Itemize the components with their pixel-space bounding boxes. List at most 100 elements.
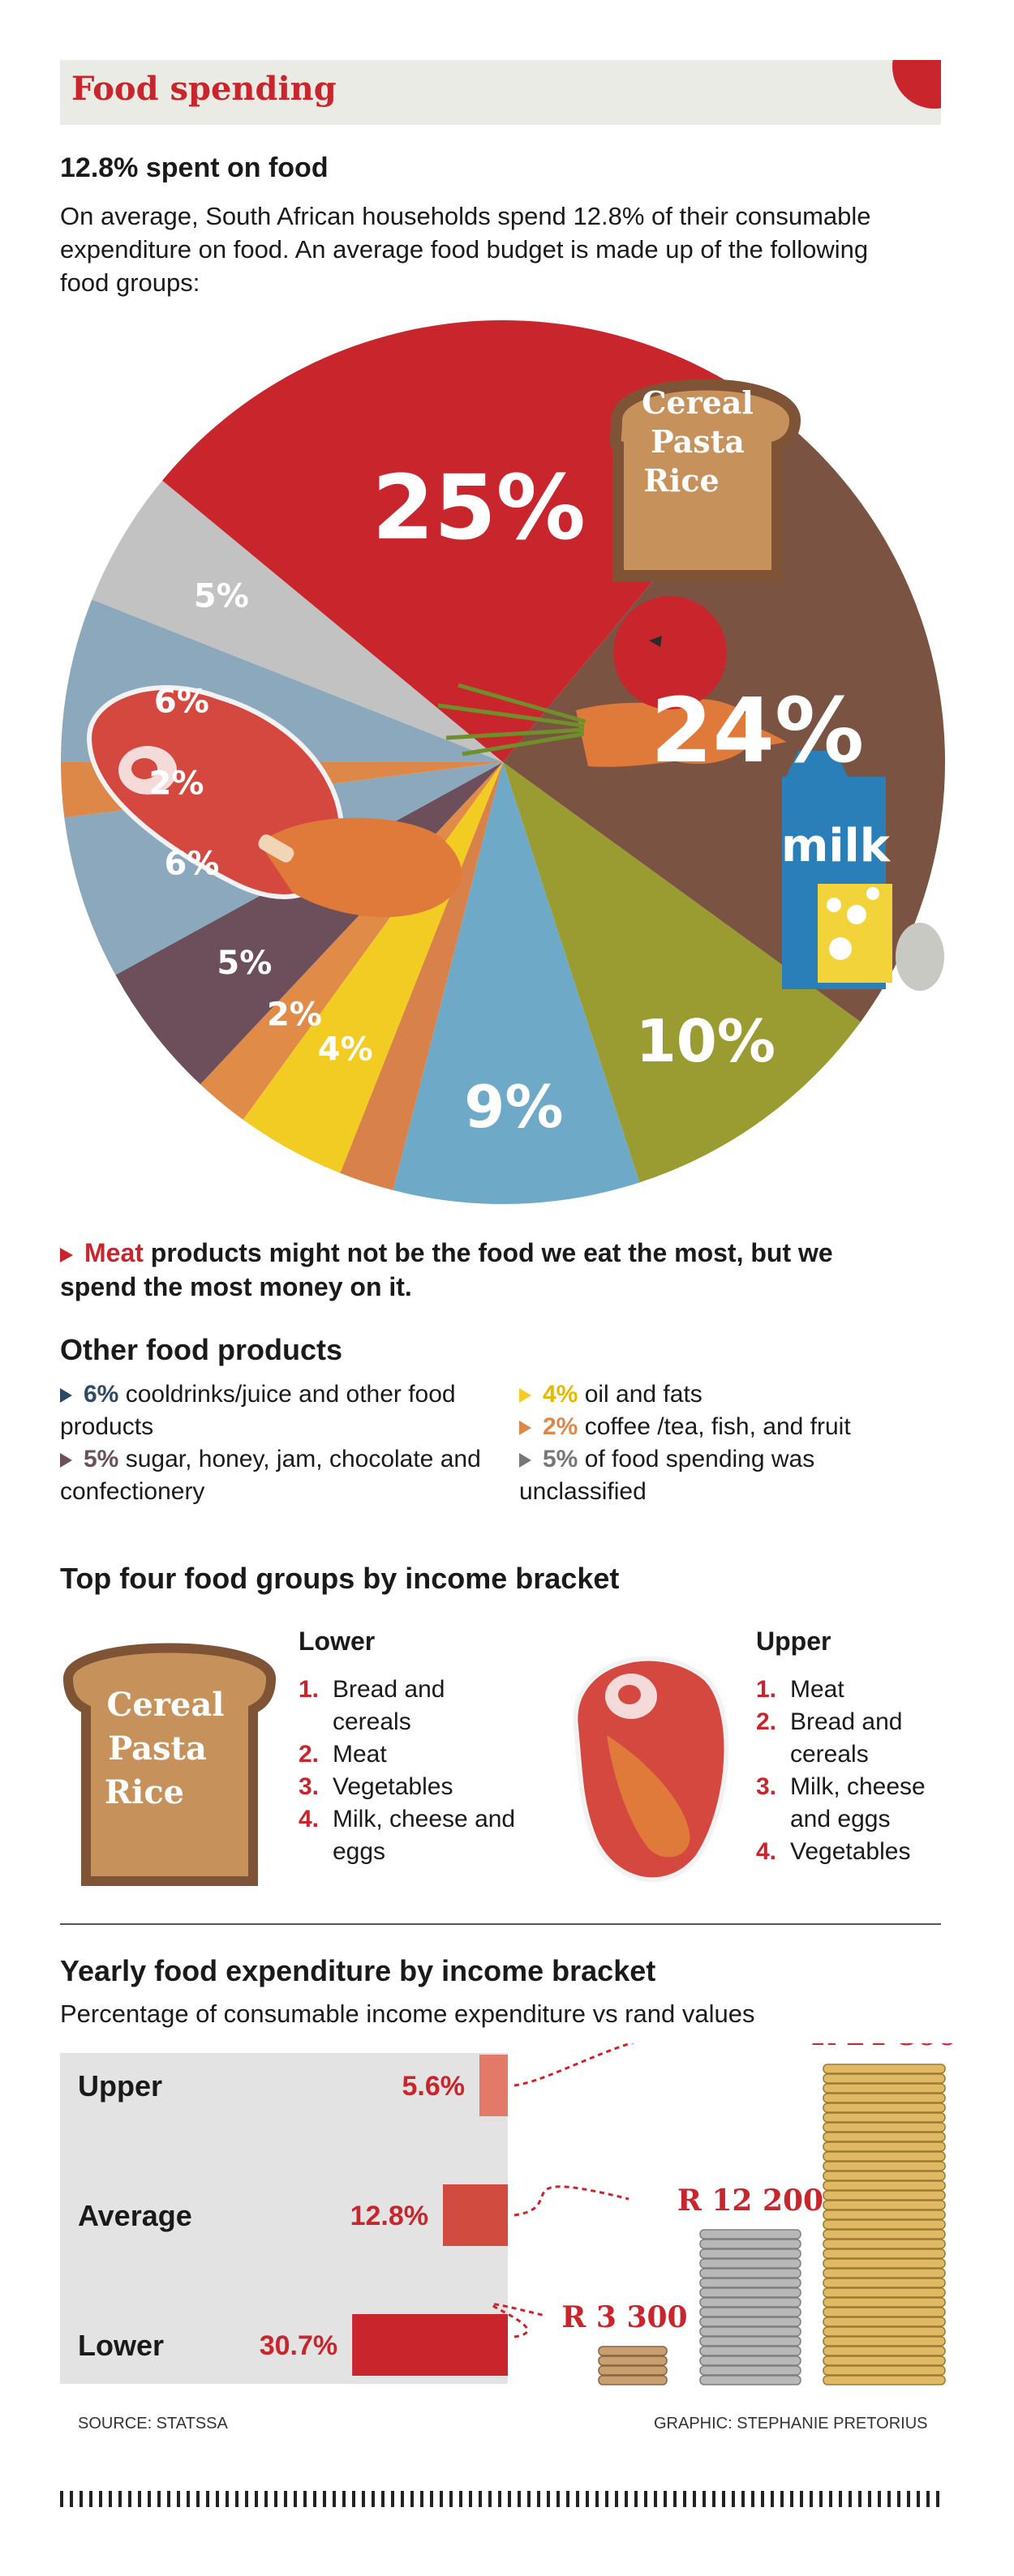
pie-bread-label-3: Rice xyxy=(643,462,719,499)
coin-upper xyxy=(823,2239,946,2249)
coin-average xyxy=(699,2287,801,2298)
coin-average xyxy=(699,2355,801,2366)
coin-average xyxy=(699,2297,801,2308)
coin-upper xyxy=(823,2180,946,2191)
list-item: 3. Vegetables xyxy=(299,1773,453,1800)
bar-value-label: 30.7% xyxy=(260,2330,337,2361)
coin-average xyxy=(699,2307,801,2317)
pie-label-9: 6% xyxy=(154,683,209,720)
coin-average xyxy=(699,2346,801,2356)
coin-average xyxy=(699,2375,801,2385)
coin-upper xyxy=(823,2326,946,2337)
coin-upper xyxy=(823,2297,946,2308)
coin-upper xyxy=(823,2355,946,2366)
list-item: 4. Milk, cheese and eggs xyxy=(299,1806,516,1865)
rand-value-label: R 3 300 xyxy=(561,2300,687,2334)
bread-icon: Cereal Pasta Rice xyxy=(62,1643,277,1886)
coin-upper xyxy=(823,2375,946,2385)
coin-upper xyxy=(823,2200,946,2210)
coin-upper xyxy=(823,2132,946,2142)
bar-category-label: Lower xyxy=(78,2329,164,2362)
legend-item: 5% of food spending was unclassified xyxy=(519,1443,941,1508)
upper-heading: Upper xyxy=(756,1627,831,1656)
source-note: SOURCE: STATSSA xyxy=(78,2415,228,2432)
coin-upper xyxy=(823,2122,946,2132)
legend-item: 4% oil and fats xyxy=(519,1378,941,1411)
tomato-carrot-icon xyxy=(437,596,787,767)
yearly-expenditure-chart: Upper 5.6% R 24 800 Average 12.8% R 12 200 Low… xyxy=(78,2043,957,2385)
other-legend-left: 6% cooldrinks/juice and other food produ… xyxy=(60,1378,482,1508)
coin-upper xyxy=(823,2073,946,2084)
lower-heading: Lower xyxy=(299,1627,376,1656)
triangle-bullet-icon xyxy=(519,1388,531,1404)
coin-average xyxy=(699,2258,801,2269)
pie-label-0: 24% xyxy=(651,679,864,782)
yearly-subtitle: Percentage of consumable income expendit… xyxy=(60,2000,755,2028)
pie-label-2: 9% xyxy=(464,1073,563,1141)
bottom-tick-border xyxy=(60,2491,941,2507)
coin-lower xyxy=(598,2365,668,2376)
legend-item: 5% sugar, honey, jam, chocolate and conf… xyxy=(60,1443,482,1508)
milk-carton-icon: milk xyxy=(781,751,944,991)
bread-label-1: Cereal xyxy=(107,1686,225,1724)
connector-line xyxy=(513,2043,634,2087)
triangle-bullet-icon xyxy=(519,1453,531,1468)
meat-callout: Meat products might not be the food we e… xyxy=(60,1236,871,1304)
bread-label-2: Pasta xyxy=(108,1729,207,1768)
page-title: Food spending xyxy=(71,70,337,108)
coin-upper xyxy=(823,2317,946,2327)
coin-upper xyxy=(823,2161,946,2171)
subheading: 12.8% spent on food xyxy=(60,152,329,183)
legend-text: oil and fats xyxy=(578,1381,702,1408)
connector-line xyxy=(491,2303,546,2338)
coin-upper xyxy=(823,2258,946,2269)
coin-lower xyxy=(598,2355,668,2366)
pie-label-5: 2% xyxy=(267,997,322,1034)
coin-upper xyxy=(823,2229,946,2240)
coin-upper xyxy=(823,2307,946,2317)
coin-upper xyxy=(823,2219,946,2230)
pie-label-6: 5% xyxy=(217,945,272,982)
pie-label-7: 6% xyxy=(164,846,219,883)
legend-pct: 4% xyxy=(543,1381,578,1408)
coin-upper xyxy=(823,2171,946,2181)
coin-upper xyxy=(823,2268,946,2278)
list-item: 2. Bread and cereals xyxy=(756,1708,903,1768)
triangle-bullet-icon xyxy=(60,1453,72,1468)
triangle-bullet-icon xyxy=(60,1388,72,1404)
pie-milk-label: milk xyxy=(781,820,892,872)
coin-average xyxy=(699,2317,801,2327)
other-legend-right: 4% oil and fats 2% coffee /tea, fish, an… xyxy=(519,1378,941,1508)
coin-average xyxy=(699,2239,801,2249)
pie-slice-1 xyxy=(503,762,861,1183)
coin-upper xyxy=(823,2365,946,2376)
rand-value-label: R 24 800 xyxy=(811,2043,957,2052)
coin-upper xyxy=(823,2112,946,2123)
pie-bread-label-1: Cereal xyxy=(642,384,754,421)
pie-label-10: 5% xyxy=(194,578,249,615)
coin-average xyxy=(699,2365,801,2376)
legend-text: cooldrinks/juice and other food products xyxy=(60,1381,456,1440)
triangle-bullet-icon xyxy=(519,1421,531,1436)
pie-slice-3 xyxy=(340,762,503,1190)
legend-pct: 5% xyxy=(84,1446,119,1472)
coin-lower xyxy=(598,2375,668,2385)
pie-label-8: 2% xyxy=(149,765,204,802)
rand-value-label: R 12 200 xyxy=(677,2184,823,2218)
legend-pct: 6% xyxy=(84,1381,119,1408)
coin-upper xyxy=(823,2141,946,2152)
coin-average xyxy=(699,2268,801,2278)
callout-highlight: Meat xyxy=(84,1238,144,1267)
coin-upper xyxy=(823,2346,946,2356)
bar-category-label: Upper xyxy=(78,2069,162,2102)
coin-upper xyxy=(823,2278,946,2288)
bread-label-3: Rice xyxy=(105,1773,184,1811)
coin-upper xyxy=(823,2151,946,2162)
legend-item: 2% coffee /tea, fish, and fruit xyxy=(519,1411,941,1443)
list-item: 1. Bread and cereals xyxy=(299,1676,445,1735)
triangle-bullet-icon xyxy=(60,1247,73,1262)
pie-label-1: 10% xyxy=(636,1007,776,1075)
callout-text: products might not be the food we eat th… xyxy=(60,1238,833,1301)
legend-pct: 2% xyxy=(543,1413,578,1440)
coin-average xyxy=(699,2336,801,2347)
